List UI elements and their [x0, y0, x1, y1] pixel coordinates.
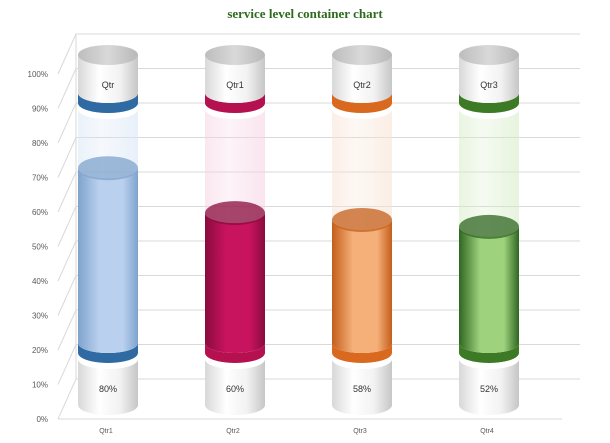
data-bar-top [459, 214, 519, 239]
cylinder-4: Qtr3 52% [459, 45, 519, 415]
cylinder-gap [205, 103, 265, 119]
cylinder-gap [332, 353, 392, 369]
data-bar-top [205, 201, 265, 226]
cylinder-gap [78, 353, 138, 369]
y-tick-label: 80% [32, 139, 48, 148]
x-tick-label: Qtr2 [226, 428, 240, 435]
chart-title: service level container chart [227, 6, 383, 21]
x-tick-label: Qtr1 [99, 428, 113, 435]
y-tick-label: 90% [32, 105, 48, 114]
x-tick-label: Qtr3 [353, 428, 367, 435]
data-bar-top [78, 156, 138, 181]
gridline-depth [57, 240, 77, 282]
cylinder-2: Qtr1 60% [205, 45, 265, 415]
cylinder-3: Qtr2 58% [332, 45, 392, 415]
data-bar-Qtr2 [205, 213, 265, 353]
gridline-depth [57, 309, 77, 351]
cylinder-gap [205, 353, 265, 369]
cylinder-cap-top [332, 45, 392, 65]
cylinder-base [459, 359, 519, 415]
cylinder-cap-top [205, 45, 265, 65]
gridline-depth [57, 33, 77, 75]
cap-label: Qtr3 [480, 80, 498, 90]
y-tick-label: 50% [32, 243, 48, 252]
cylinder-gap [459, 353, 519, 369]
cylinder-cap-body [459, 55, 519, 103]
data-label: 52% [480, 384, 498, 394]
cylinder-gap [332, 103, 392, 119]
cylinder-cap-body [78, 55, 138, 103]
cylinder-cap-body [205, 55, 265, 103]
data-bar-Qtr4 [459, 226, 519, 353]
y-tick-label: 100% [28, 70, 48, 79]
y-tick-label: 30% [32, 312, 48, 321]
gridline-depth [57, 206, 77, 247]
cylinder-cap-top [78, 45, 138, 65]
y-tick-label: 20% [32, 346, 48, 355]
cylinder-1: Qtr 80% [78, 45, 138, 415]
data-bar-Qtr3 [332, 220, 392, 353]
x-axis: Qtr1 Qtr2 Qtr3 Qtr4 [99, 428, 494, 435]
data-label: 60% [226, 384, 244, 394]
cylinder-gap [459, 103, 519, 119]
cylinder-base [78, 359, 138, 415]
cap-label: Qtr1 [226, 80, 244, 90]
gridline-depth [57, 68, 77, 109]
data-label: 80% [99, 384, 117, 394]
gridline-depth [57, 344, 77, 385]
cylinder-base [205, 359, 265, 415]
y-tick-label: 70% [32, 174, 48, 183]
gridline-depth [57, 275, 77, 316]
gridline-depth [57, 171, 77, 213]
gridline-depth [57, 378, 77, 420]
data-bar-Qtr1 [78, 168, 138, 353]
gridline-depth [57, 137, 77, 178]
y-axis: 0% 10% 20% 30% 40% 50% 60% 70% 80% 90% 100% [28, 70, 48, 424]
cylinder-cap-top [459, 45, 519, 65]
y-tick-label: 10% [32, 381, 48, 390]
y-tick-label: 40% [32, 277, 48, 286]
cap-label: Qtr2 [353, 80, 371, 90]
cylinder-base [332, 359, 392, 415]
cylinder-gap [78, 103, 138, 119]
gridline-depth [57, 102, 77, 144]
data-label: 58% [353, 384, 371, 394]
x-tick-label: Qtr4 [480, 428, 494, 435]
cap-label: Qtr [102, 80, 115, 90]
cylinder-cap-body [332, 55, 392, 103]
y-tick-label: 60% [32, 208, 48, 217]
y-tick-label: 0% [36, 415, 48, 424]
data-bar-top [332, 208, 392, 232]
